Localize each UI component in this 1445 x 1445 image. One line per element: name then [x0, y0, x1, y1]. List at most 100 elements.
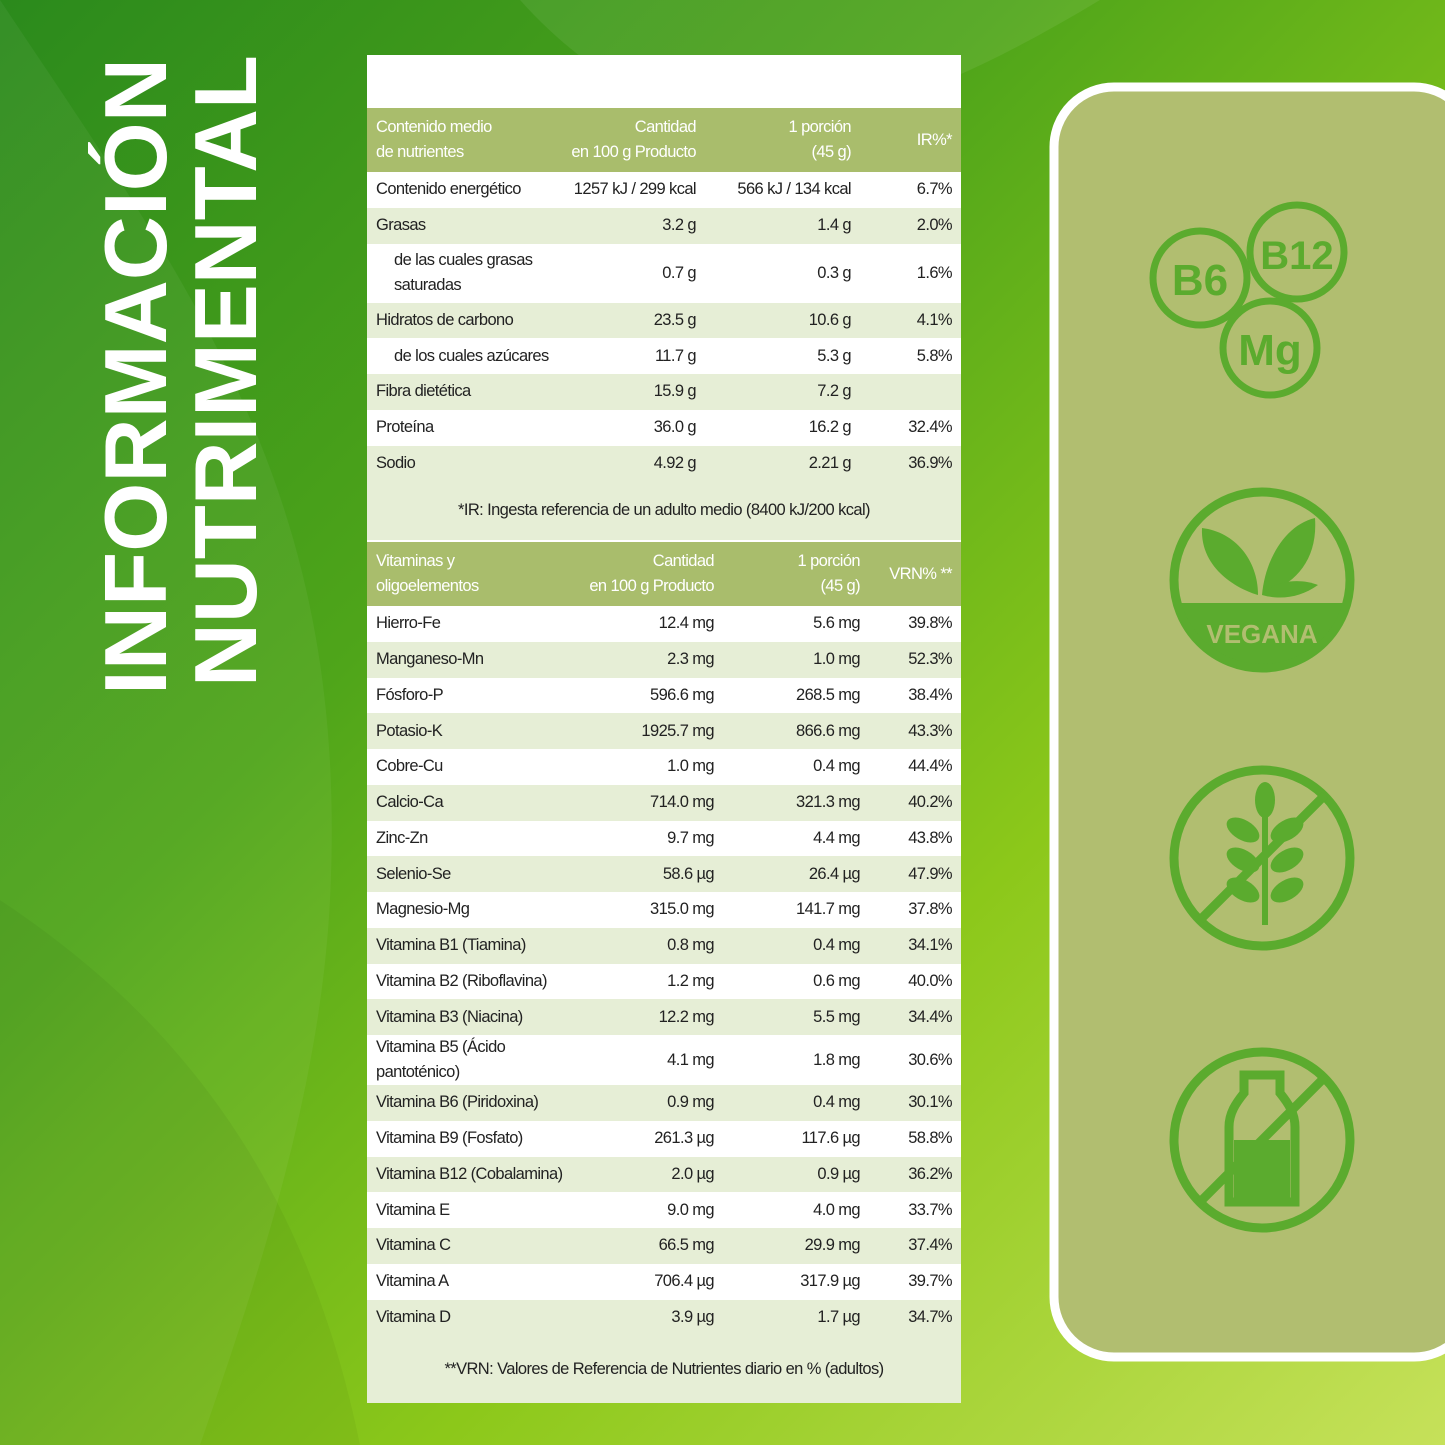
label-cell: Sodio — [376, 453, 416, 472]
value-cell: 0.9 µg — [817, 1164, 860, 1183]
value-cell: 1.0 mg — [667, 757, 714, 776]
label-cell: Potasio-K — [376, 721, 443, 740]
value-cell: 47.9% — [908, 864, 952, 883]
value-cell: 12.4 mg — [658, 614, 715, 633]
footnote: **VRN: Valores de Referencia de Nutrient… — [367, 1335, 961, 1404]
header-cell: Cantidad en 100 g Producto — [589, 552, 714, 595]
value-cell: 2.21 g — [808, 453, 852, 472]
label-cell: Vitamina B12 (Cobalamina) — [376, 1164, 563, 1183]
value-cell: 1.7 µg — [817, 1307, 860, 1326]
badge-label: B6 — [1172, 256, 1228, 305]
label-cell: Vitamina C — [376, 1236, 451, 1255]
value-cell: 9.7 mg — [667, 828, 714, 847]
value-cell: 866.6 mg — [796, 721, 861, 740]
label-cell: Manganeso-Mn — [376, 650, 484, 669]
value-cell: 9.0 mg — [667, 1200, 714, 1219]
value-cell: 268.5 mg — [796, 685, 861, 704]
label-cell: Contenido energético — [376, 180, 521, 199]
value-cell: 36.9% — [908, 453, 952, 472]
value-cell: 39.7% — [908, 1272, 952, 1291]
value-cell: 12.2 mg — [658, 1007, 715, 1026]
value-cell: 66.5 mg — [658, 1236, 715, 1255]
value-cell: 5.5 mg — [813, 1007, 860, 1026]
value-cell: 1925.7 mg — [641, 721, 714, 740]
value-cell: 0.3 g — [817, 263, 851, 282]
table-row: Proteína 36.0 g 16.2 g 32.4% — [367, 410, 961, 446]
value-cell: 43.3% — [908, 721, 952, 740]
panel-background — [1049, 82, 1445, 1362]
table-row: Vitamina B1 (Tiamina) 0.8 mg 0.4 mg 34.1% — [367, 927, 961, 964]
label-cell: de los cuales azúcares — [394, 346, 549, 365]
value-cell: 317.9 µg — [800, 1272, 860, 1291]
header-cell: IR%* — [916, 130, 953, 149]
label-cell: Vitamina E — [376, 1200, 450, 1219]
value-cell: 261.3 µg — [654, 1129, 714, 1148]
header-cell: Cantidad en 100 g Producto — [571, 118, 696, 161]
label-cell: Zinc-Zn — [376, 828, 428, 847]
value-cell: 34.7% — [908, 1307, 952, 1326]
table-row: Sodio 4.92 g 2.21 g 36.9% — [367, 445, 961, 482]
table-row: Vitamina D 3.9 µg 1.7 µg 34.7% — [367, 1299, 961, 1336]
table-row: Vitamina A 706.4 µg 317.9 µg 39.7% — [367, 1264, 961, 1300]
value-cell: 44.4% — [908, 757, 952, 776]
value-cell: 0.4 mg — [813, 936, 860, 955]
label-cell: Proteína — [376, 418, 434, 437]
value-cell: 40.2% — [908, 793, 952, 812]
value-cell: 15.9 g — [653, 382, 697, 401]
label-cell: de las cuales grasas saturadas — [394, 251, 533, 294]
table-row: Grasas 3.2 g 1.4 g 2.0% — [367, 207, 961, 244]
label-cell: Vitamina B5 (Ácido pantoténico) — [376, 1038, 506, 1081]
value-cell: 4.4 mg — [813, 828, 860, 847]
value-cell: 23.5 g — [653, 310, 697, 329]
badge-label: Mg — [1238, 326, 1302, 375]
table-row: de los cuales azúcares 11.7 g 5.3 g 5.8% — [367, 338, 961, 374]
table-row: Cobre-Cu 1.0 mg 0.4 mg 44.4% — [367, 749, 961, 785]
label-cell: Vitamina B3 (Niacina) — [376, 1007, 523, 1026]
value-cell: 2.0% — [916, 216, 953, 235]
value-cell: 5.3 g — [817, 346, 851, 365]
label-cell: Hidratos de carbono — [376, 310, 514, 329]
value-cell: 36.2% — [908, 1164, 952, 1183]
value-cell: 0.7 g — [662, 263, 696, 282]
value-cell: 37.4% — [908, 1236, 952, 1255]
value-cell: 37.8% — [908, 900, 952, 919]
label-cell: Hierro-Fe — [376, 614, 441, 633]
table-row: Potasio-K 1925.7 mg 866.6 mg 43.3% — [367, 713, 961, 749]
badge-label: VEGANA — [1206, 619, 1317, 649]
label-cell: Calcio-Ca — [376, 793, 444, 812]
table-row: Vitamina B9 (Fosfato) 261.3 µg 117.6 µg 58.… — [367, 1121, 961, 1157]
label-cell: Vitamina D — [376, 1307, 451, 1326]
badge-label: B12 — [1260, 234, 1333, 278]
nutrient-table: Contenido medio de nutrientes Cantidad en… — [367, 108, 961, 541]
value-cell: 32.4% — [908, 418, 952, 437]
value-cell: 7.2 g — [817, 382, 851, 401]
table-row: Vitamina E 9.0 mg 4.0 mg 33.7% — [367, 1192, 961, 1228]
table-row: Vitamina B5 (Ácido pantoténico) 4.1 mg 1.8… — [367, 1035, 961, 1085]
value-cell: 2.3 mg — [667, 650, 714, 669]
value-cell: 596.6 mg — [650, 685, 715, 704]
table-row: Zinc-Zn 9.7 mg 4.4 mg 43.8% — [367, 821, 961, 857]
header-row: Vitaminas y oligoelementos Cantidad en 10… — [367, 542, 961, 606]
value-cell: 5.6 mg — [813, 614, 860, 633]
label-cell: Fósforo-P — [376, 685, 444, 704]
value-cell: 4.0 mg — [813, 1200, 860, 1219]
value-cell: 1.8 mg — [813, 1050, 860, 1069]
vitamin-table: Vitaminas y oligoelementos Cantidad en 10… — [367, 542, 961, 1404]
table-row: Fósforo-P 596.6 mg 268.5 mg 38.4% — [367, 678, 961, 714]
table-row: Manganeso-Mn 2.3 mg 1.0 mg 52.3% — [367, 641, 961, 678]
value-cell: 36.0 g — [653, 418, 697, 437]
value-cell: 321.3 mg — [796, 793, 861, 812]
value-cell: 1.4 g — [817, 216, 851, 235]
value-cell: 10.6 g — [808, 310, 852, 329]
value-cell: 40.0% — [908, 971, 952, 990]
value-cell: 706.4 µg — [654, 1272, 714, 1291]
value-cell: 3.9 µg — [671, 1307, 714, 1326]
value-cell: 0.4 mg — [813, 1093, 860, 1112]
value-cell: 714.0 mg — [650, 793, 715, 812]
title-line: NUTRIMENTAL — [176, 55, 275, 687]
table-row: Contenido energético 1257 kJ / 299 kcal 56… — [367, 172, 961, 208]
value-cell: 38.4% — [908, 685, 952, 704]
value-cell: 3.2 g — [662, 216, 696, 235]
value-cell: 0.9 mg — [667, 1093, 714, 1112]
